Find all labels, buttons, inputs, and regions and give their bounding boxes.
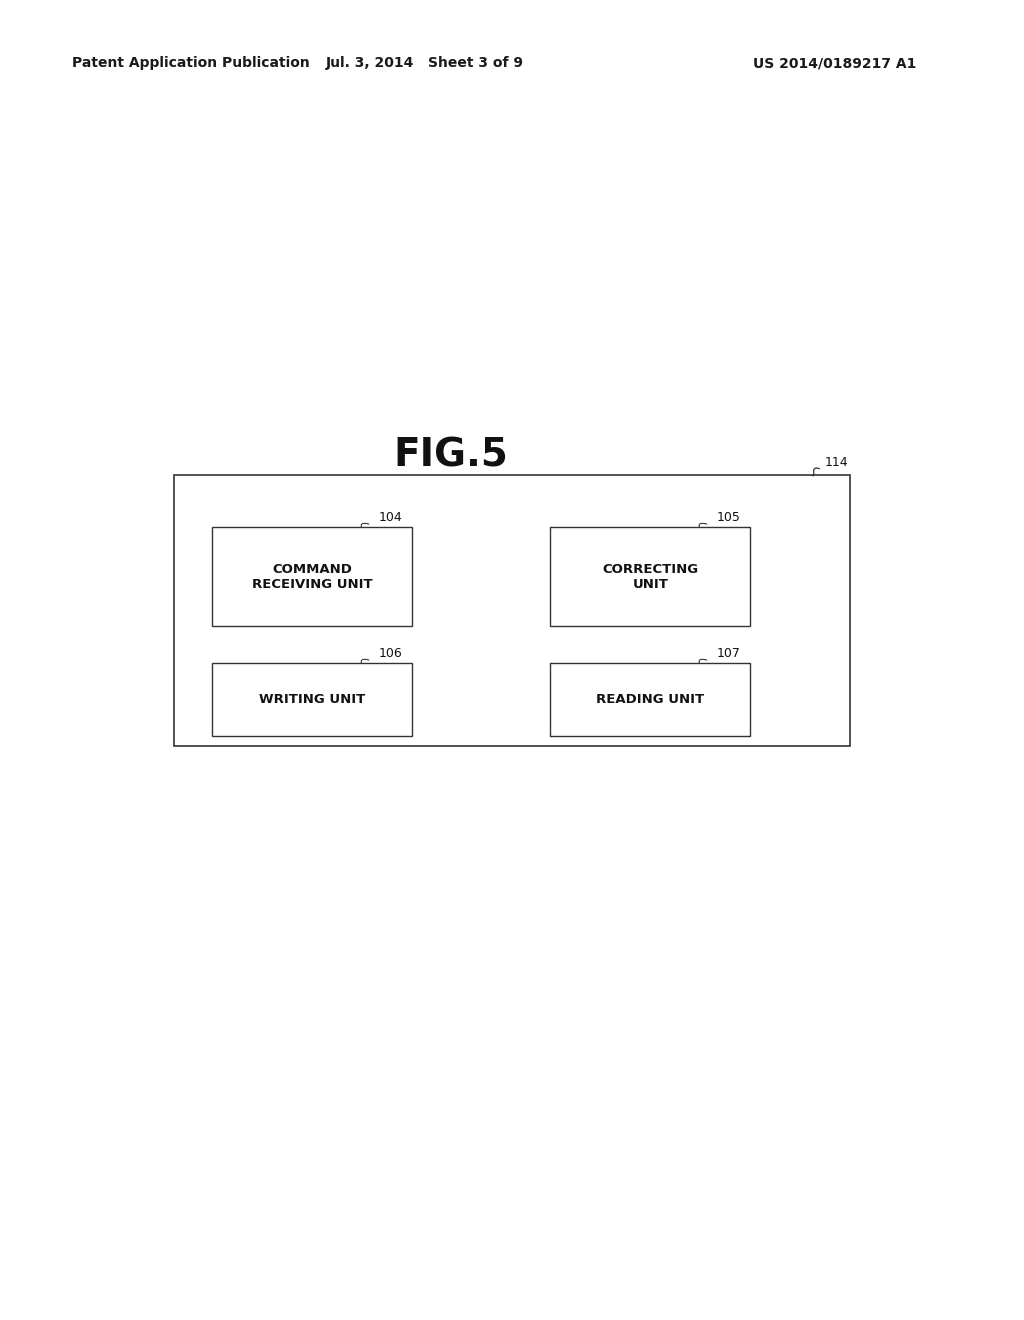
Text: READING UNIT: READING UNIT bbox=[596, 693, 705, 706]
Bar bbox=[213, 664, 412, 737]
Text: FIG.5: FIG.5 bbox=[393, 437, 508, 474]
Text: 107: 107 bbox=[717, 647, 740, 660]
Text: COMMAND
RECEIVING UNIT: COMMAND RECEIVING UNIT bbox=[252, 562, 373, 591]
Bar bbox=[213, 528, 412, 627]
Bar bbox=[551, 664, 750, 737]
Text: 106: 106 bbox=[379, 647, 402, 660]
Text: WRITING UNIT: WRITING UNIT bbox=[259, 693, 366, 706]
Text: 105: 105 bbox=[717, 511, 740, 524]
Text: 114: 114 bbox=[824, 455, 848, 469]
Text: US 2014/0189217 A1: US 2014/0189217 A1 bbox=[753, 57, 916, 70]
Text: Patent Application Publication: Patent Application Publication bbox=[72, 57, 309, 70]
Bar bbox=[174, 475, 850, 746]
Text: 104: 104 bbox=[379, 511, 402, 524]
Text: CORRECTING
UNIT: CORRECTING UNIT bbox=[602, 562, 698, 591]
Text: Jul. 3, 2014   Sheet 3 of 9: Jul. 3, 2014 Sheet 3 of 9 bbox=[326, 57, 524, 70]
Bar bbox=[551, 528, 750, 627]
